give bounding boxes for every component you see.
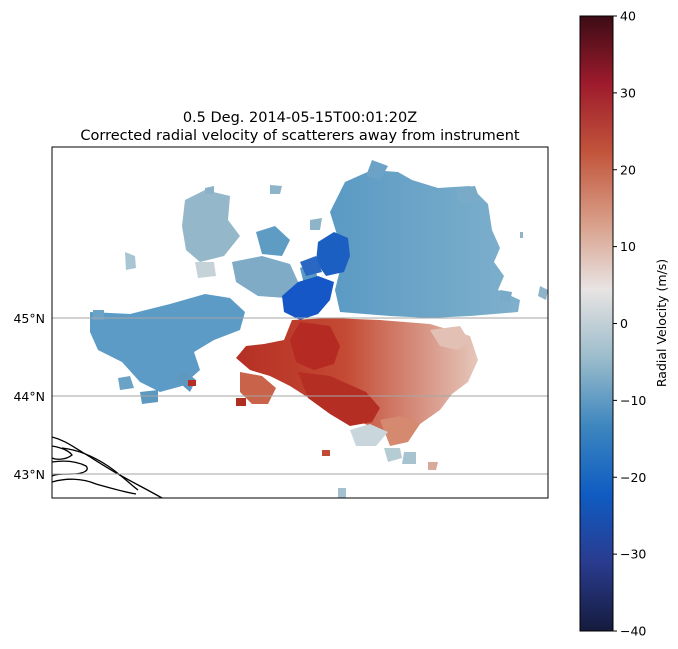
colorbar-tick-label: 40 (620, 9, 636, 24)
colorbar-ticks: 40 30 20 10 0 −10 −20 −30 −40 (613, 9, 646, 639)
colorbar-tick-label: −40 (620, 624, 646, 639)
colorbar: 40 30 20 10 0 −10 −20 −30 −40 Radial Velocity (m… (579, 9, 669, 639)
colorbar-tick-label: −20 (620, 470, 646, 485)
radar-echo-south (188, 318, 478, 498)
colorbar-tick-label: 20 (620, 162, 636, 177)
map-plot-area (52, 147, 548, 498)
chart-title-line1: 0.5 Deg. 2014-05-15T00:01:20Z (183, 110, 417, 126)
colorbar-gradient (579, 15, 614, 632)
chart-title-line2: Corrected radial velocity of scatterers … (80, 128, 520, 144)
colorbar-label: Radial Velocity (m/s) (654, 259, 669, 387)
latitude-gridlines (52, 317, 548, 475)
map-frame (51, 146, 549, 499)
y-tick-label-44n: 44°N (13, 389, 45, 404)
colorbar-tick-label: 10 (620, 239, 636, 254)
y-tick-label-43n: 43°N (13, 467, 45, 482)
y-tick-labels: 45°N 44°N 43°N (13, 311, 45, 482)
colorbar-tick-label: −10 (620, 393, 646, 408)
colorbar-tick-label: −30 (620, 547, 646, 562)
colorbar-tick-label: 30 (620, 85, 636, 100)
y-tick-label-45n: 45°N (13, 311, 45, 326)
radar-echo-core-inbound (282, 232, 350, 320)
colorbar-tick-label: 0 (620, 316, 628, 331)
